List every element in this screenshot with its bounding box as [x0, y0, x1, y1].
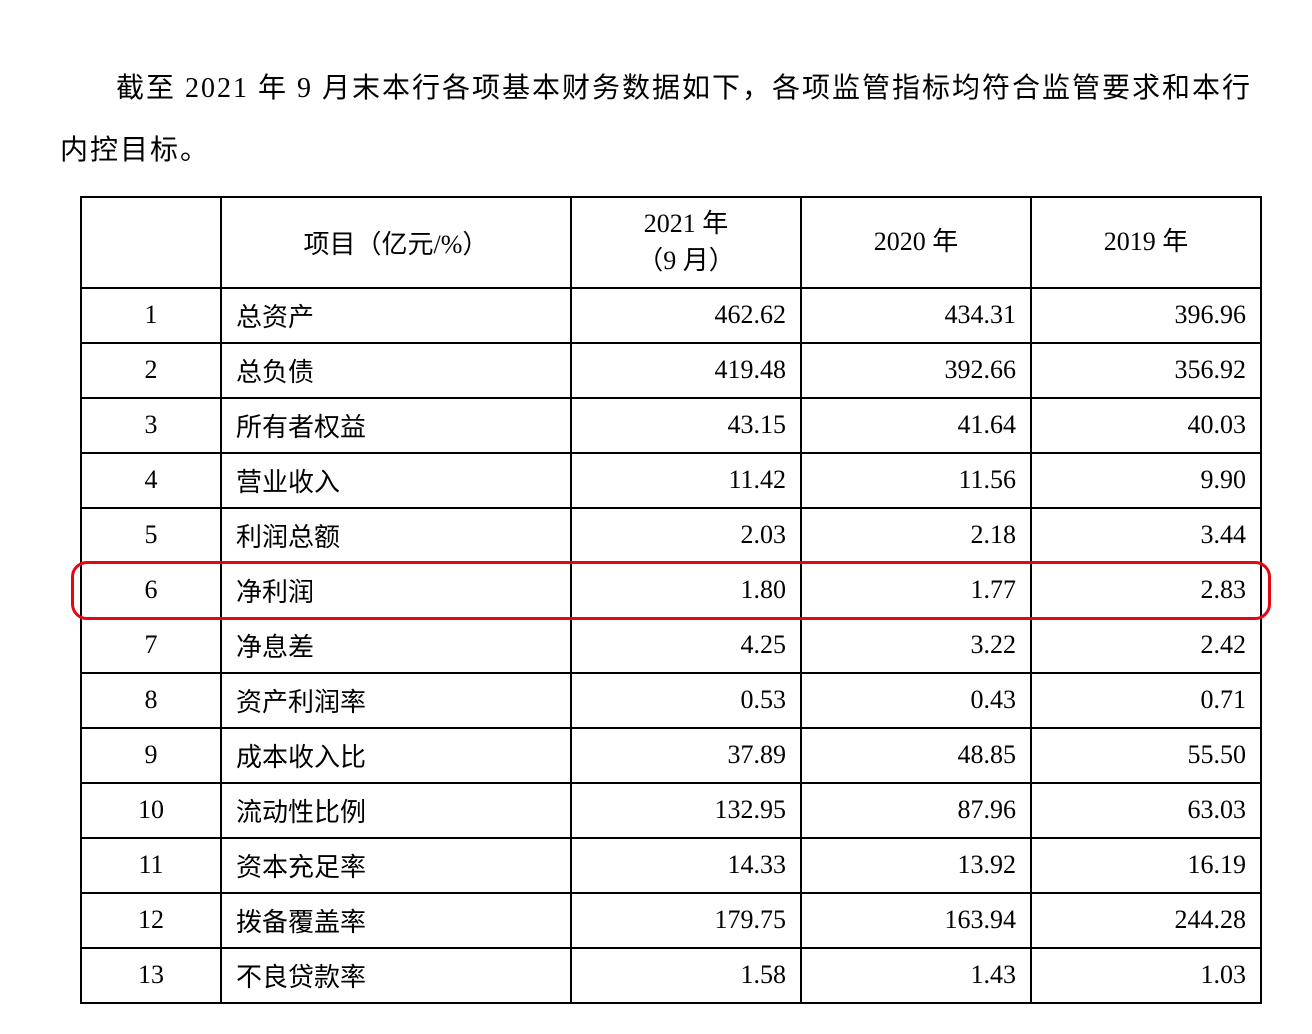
table-row: 8资产利润率0.530.430.71 [81, 673, 1261, 728]
cell-y2021: 132.95 [571, 783, 801, 838]
cell-y2019: 16.19 [1031, 838, 1261, 893]
cell-item: 营业收入 [221, 453, 571, 508]
col-header-2021-line1: 2021 年 [644, 209, 729, 238]
cell-item: 流动性比例 [221, 783, 571, 838]
cell-item: 利润总额 [221, 508, 571, 563]
cell-y2021: 419.48 [571, 343, 801, 398]
cell-index: 13 [81, 948, 221, 1003]
col-header-item: 项目（亿元/%） [221, 197, 571, 288]
table-row: 7净息差4.253.222.42 [81, 618, 1261, 673]
cell-item: 净利润 [221, 563, 571, 618]
col-header-2020: 2020 年 [801, 197, 1031, 288]
cell-y2019: 55.50 [1031, 728, 1261, 783]
table-row: 11资本充足率14.3313.9216.19 [81, 838, 1261, 893]
intro-paragraph: 截至 2021 年 9 月末本行各项基本财务数据如下，各项监管指标均符合监管要求… [60, 58, 1252, 181]
cell-y2020: 87.96 [801, 783, 1031, 838]
cell-index: 4 [81, 453, 221, 508]
table-row: 10流动性比例132.9587.9663.03 [81, 783, 1261, 838]
cell-index: 11 [81, 838, 221, 893]
cell-y2020: 11.56 [801, 453, 1031, 508]
cell-y2019: 244.28 [1031, 893, 1261, 948]
cell-item: 拨备覆盖率 [221, 893, 571, 948]
cell-y2020: 48.85 [801, 728, 1031, 783]
cell-y2021: 14.33 [571, 838, 801, 893]
cell-y2019: 9.90 [1031, 453, 1261, 508]
cell-item: 所有者权益 [221, 398, 571, 453]
cell-y2021: 11.42 [571, 453, 801, 508]
cell-index: 5 [81, 508, 221, 563]
cell-index: 6 [81, 563, 221, 618]
cell-y2019: 3.44 [1031, 508, 1261, 563]
cell-y2019: 2.42 [1031, 618, 1261, 673]
table-row: 2总负债419.48392.66356.92 [81, 343, 1261, 398]
col-header-2019: 2019 年 [1031, 197, 1261, 288]
cell-y2019: 63.03 [1031, 783, 1261, 838]
cell-y2019: 356.92 [1031, 343, 1261, 398]
cell-y2021: 43.15 [571, 398, 801, 453]
table-row: 9成本收入比37.8948.8555.50 [81, 728, 1261, 783]
cell-index: 9 [81, 728, 221, 783]
cell-y2019: 2.83 [1031, 563, 1261, 618]
financial-table: 项目（亿元/%） 2021 年 （9 月） 2020 年 2019 年 1总资产… [80, 196, 1262, 1004]
cell-y2020: 0.43 [801, 673, 1031, 728]
cell-y2020: 3.22 [801, 618, 1031, 673]
table-wrapper: 项目（亿元/%） 2021 年 （9 月） 2020 年 2019 年 1总资产… [80, 196, 1232, 1004]
cell-y2021: 2.03 [571, 508, 801, 563]
cell-y2019: 0.71 [1031, 673, 1261, 728]
cell-y2019: 396.96 [1031, 288, 1261, 343]
cell-index: 7 [81, 618, 221, 673]
cell-y2021: 1.58 [571, 948, 801, 1003]
col-header-2021: 2021 年 （9 月） [571, 197, 801, 288]
cell-y2021: 4.25 [571, 618, 801, 673]
col-header-index [81, 197, 221, 288]
cell-y2020: 13.92 [801, 838, 1031, 893]
cell-item: 总负债 [221, 343, 571, 398]
table-row: 1总资产462.62434.31396.96 [81, 288, 1261, 343]
col-header-2021-line2: （9 月） [637, 246, 735, 275]
cell-index: 3 [81, 398, 221, 453]
cell-y2020: 1.43 [801, 948, 1031, 1003]
cell-y2020: 1.77 [801, 563, 1031, 618]
cell-y2021: 1.80 [571, 563, 801, 618]
cell-item: 总资产 [221, 288, 571, 343]
table-row: 12拨备覆盖率179.75163.94244.28 [81, 893, 1261, 948]
table-row: 3所有者权益43.1541.6440.03 [81, 398, 1261, 453]
cell-item: 资本充足率 [221, 838, 571, 893]
cell-y2020: 392.66 [801, 343, 1031, 398]
table-row: 13不良贷款率1.581.431.03 [81, 948, 1261, 1003]
table-header-row: 项目（亿元/%） 2021 年 （9 月） 2020 年 2019 年 [81, 197, 1261, 288]
cell-y2019: 40.03 [1031, 398, 1261, 453]
cell-item: 不良贷款率 [221, 948, 571, 1003]
cell-index: 10 [81, 783, 221, 838]
table-row: 6净利润1.801.772.83 [81, 563, 1261, 618]
cell-y2021: 179.75 [571, 893, 801, 948]
cell-index: 8 [81, 673, 221, 728]
cell-y2020: 163.94 [801, 893, 1031, 948]
cell-index: 1 [81, 288, 221, 343]
table-row: 4营业收入11.4211.569.90 [81, 453, 1261, 508]
cell-y2020: 434.31 [801, 288, 1031, 343]
table-row: 5利润总额2.032.183.44 [81, 508, 1261, 563]
cell-y2020: 2.18 [801, 508, 1031, 563]
cell-y2021: 462.62 [571, 288, 801, 343]
cell-item: 资产利润率 [221, 673, 571, 728]
cell-y2021: 37.89 [571, 728, 801, 783]
page-container: 截至 2021 年 9 月末本行各项基本财务数据如下，各项监管指标均符合监管要求… [0, 0, 1312, 1034]
cell-index: 12 [81, 893, 221, 948]
cell-item: 净息差 [221, 618, 571, 673]
cell-y2021: 0.53 [571, 673, 801, 728]
cell-y2020: 41.64 [801, 398, 1031, 453]
cell-y2019: 1.03 [1031, 948, 1261, 1003]
cell-item: 成本收入比 [221, 728, 571, 783]
cell-index: 2 [81, 343, 221, 398]
